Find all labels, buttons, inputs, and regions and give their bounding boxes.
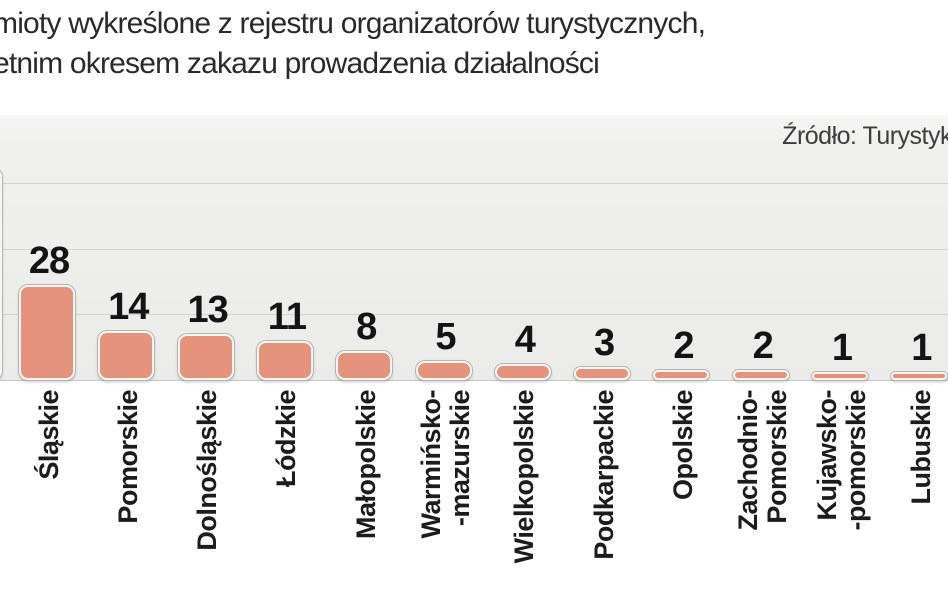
bar-value-opolskie: 2 [673, 325, 694, 367]
x-axis-label-line: Wielkopolskie [509, 390, 540, 564]
x-axis-label-line: Łódzkie [271, 390, 302, 488]
x-axis-label-line: Lubuskie [905, 390, 936, 505]
bar-value-podkarpackie: 3 [594, 322, 615, 364]
x-axis-label-lubuskie: Lubuskie [905, 390, 936, 582]
bar-dolno-l-skie [177, 334, 234, 380]
gridline-20 [0, 314, 948, 315]
bar-value-kujawsko-pomorskie: 1 [831, 327, 853, 369]
bar-pomorskie [98, 331, 155, 380]
x-axis-label-line: Opolskie [667, 390, 698, 501]
bar--l-skie [19, 285, 75, 380]
source-credit: Źródło: Turystyk [782, 122, 948, 150]
x-axis-label-warmi-sko-mazurskie: Warmińsko- -mazurskie [415, 390, 475, 582]
x-axis-label-line: Pomorskie [112, 390, 143, 524]
x-axis-label-line: Pomorskie [761, 390, 792, 524]
x-axis-label-line: Małopolskie [350, 390, 381, 540]
x-axis-label-line: -pomorskie [841, 390, 871, 531]
chart-title-line-1: mioty wykreślone z rejestru organizatoró… [0, 7, 706, 40]
gridline-40 [0, 249, 948, 250]
x-axis-label-line: Zachodnio- [732, 390, 763, 531]
bar-value--l-skie: 28 [28, 240, 70, 282]
bar-warmi-sko-mazurskie [415, 361, 472, 380]
bar-zachodnio-pomorskie [732, 370, 789, 380]
bar-value--dzkie: 11 [267, 296, 307, 338]
x-axis-label-line: Warmińsko- [415, 390, 446, 539]
bar-value-dolno-l-skie: 13 [187, 289, 228, 331]
x-axis-label--dzkie: Łódzkie [271, 390, 302, 582]
bar-lubuskie [891, 372, 948, 380]
x-axis-label-ma-opolskie: Małopolskie [350, 390, 381, 582]
x-axis-label-wielkopolskie: Wielkopolskie [509, 390, 540, 582]
chart-title: mioty wykreślone z rejestru organizatoró… [0, 4, 948, 84]
x-axis-label-opolskie: Opolskie [667, 390, 698, 582]
x-axis-label-podkarpackie: Podkarpackie [588, 390, 619, 582]
bar-wielkopolskie [494, 364, 551, 380]
bar-kujawsko-pomorskie [812, 372, 868, 380]
x-axis-label-pomorskie: Pomorskie [112, 390, 143, 582]
bar-opolskie [653, 370, 710, 380]
bar-value-lubuskie: 1 [911, 327, 932, 369]
x-axis-label--l-skie: Śląskie [33, 390, 64, 582]
bar-value-ma-opolskie: 8 [356, 306, 377, 348]
x-axis-label-line: -mazurskie [444, 390, 475, 527]
bar-clipped-left [0, 168, 2, 380]
bar-podkarpackie [574, 367, 631, 380]
bar-value-warmi-sko-mazurskie: 5 [435, 316, 456, 358]
x-axis-label-line: Podkarpackie [588, 390, 619, 560]
x-axis-label-line: Dolnośląskie [192, 390, 223, 551]
x-axis-label-dolno-l-skie: Dolnośląskie [192, 390, 223, 582]
x-axis-label-zachodnio-pomorskie: Zachodnio- Pomorskie [732, 390, 792, 582]
bar--dzkie [256, 341, 313, 380]
plot-area: 28 14 13 11 8 5 4 3 2 2 1 1 [0, 115, 948, 381]
gridline-60 [0, 183, 948, 184]
x-axis-label-line: Kujawsko- [812, 390, 842, 521]
bar-value-zachodnio-pomorskie: 2 [752, 325, 774, 367]
bar-value-pomorskie: 14 [108, 286, 149, 328]
bar-value-wielkopolskie: 4 [514, 319, 536, 361]
x-axis-label-line: Śląskie [33, 390, 64, 480]
bar-ma-opolskie [336, 351, 393, 380]
chart-title-line-2: etnim okresem zakazu prowadzenia działal… [0, 47, 600, 80]
x-axis-label-kujawsko-pomorskie: Kujawsko- -pomorskie [812, 390, 871, 582]
